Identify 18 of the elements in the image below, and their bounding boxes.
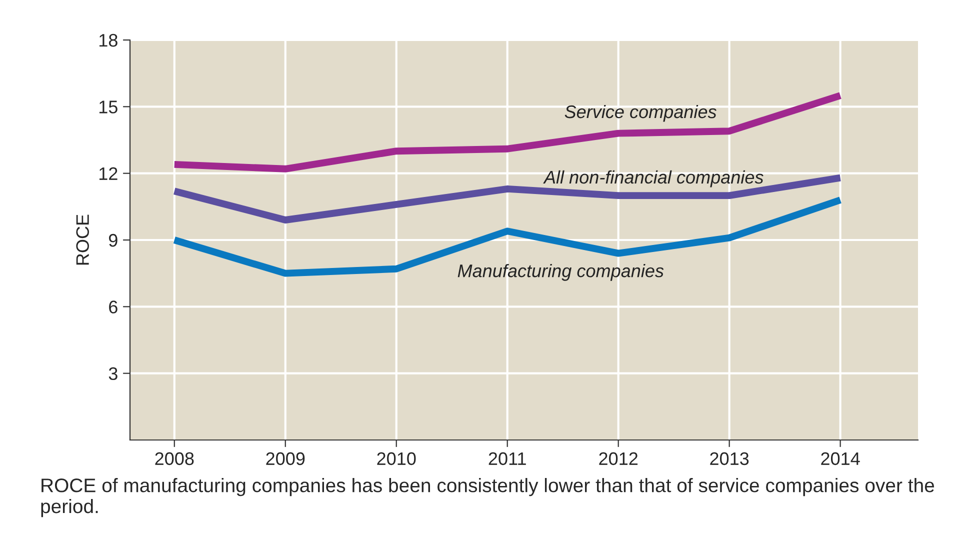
y-tick-label: 18: [99, 34, 118, 47]
x-tick-label: 2010: [377, 452, 416, 466]
y-tick-label: 3: [108, 367, 118, 380]
x-tick-label: 2009: [266, 452, 305, 466]
x-tick-label: 2008: [155, 452, 194, 466]
y-tick-label: 6: [109, 300, 118, 314]
series-label: Service companies: [564, 104, 716, 122]
x-tick-label: 2012: [599, 452, 638, 466]
series-label: Manufacturing companies: [458, 264, 664, 281]
text: ROCE of manufacturing companies has been consistently lower than that of service companies over the period.: [41, 478, 934, 518]
x-tick-label: 2013: [710, 452, 749, 466]
series-label: All non-financial companies: [543, 170, 764, 188]
x-tick-label: 2014: [821, 452, 860, 466]
x-tick-label: 2011: [488, 452, 526, 466]
y-tick-label: 9: [109, 234, 118, 247]
y-tick-label: 12: [99, 167, 118, 180]
y-tick-label: 15: [99, 100, 118, 114]
y-axis-title: ROCE: [76, 214, 89, 265]
